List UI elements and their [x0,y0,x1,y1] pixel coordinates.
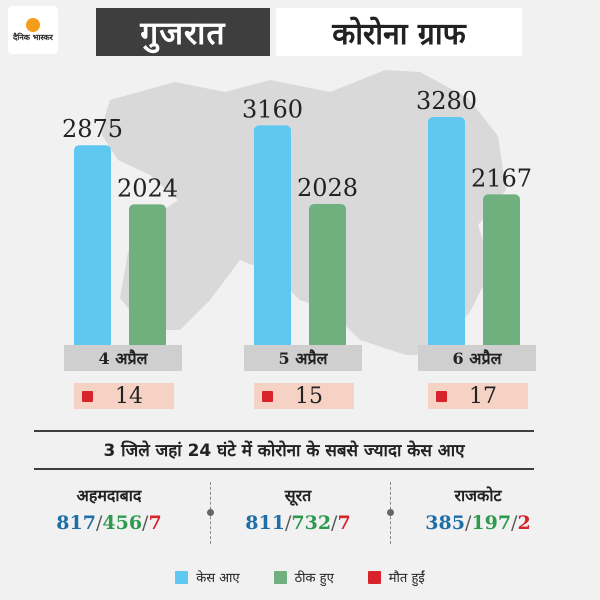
deaths-value: 15 [295,383,323,409]
divider-2 [387,482,394,544]
cases-bar-2 [254,125,291,349]
separator: / [284,512,292,534]
district-name: सूरत [284,486,312,505]
separator: / [331,512,338,534]
legend-cases: केस आए [175,568,240,586]
district-recovered: 456 [102,512,143,534]
deaths-value: 14 [115,383,143,409]
cases-bar-1 [74,145,111,349]
sun-icon [26,18,40,32]
legend-label: मौत हुईं [388,571,425,586]
recovered-bar-2 [309,204,346,349]
legend-label: ठीक हुए [294,571,334,586]
district-name: राजकोट [454,486,502,505]
date-label-1: 4 अप्रैल [64,345,182,371]
separator: / [511,512,518,534]
recovered-bar-1 [129,204,166,349]
district-rajkot: राजकोट 385/197/2 [383,484,573,534]
chart-legend: केस आए ठीक हुए मौत हुईं [0,566,600,588]
district-stats: 811/732/7 [203,512,393,534]
district-stats: 385/197/2 [383,512,573,534]
cases-value-label-1: 2875 [62,115,123,143]
districts-title: 3 जिले जहां 24 घंटे में कोरोना के सबसे ज… [103,440,465,461]
district-name: अहमदाबाद [76,486,142,505]
death-square-icon [82,390,93,402]
cases-value-label-2: 3160 [242,95,303,123]
district-stats: 817/456/7 [14,512,204,534]
district-surat: सूरत 811/732/7 [203,484,393,534]
district-cases: 811 [245,512,285,534]
date-text: 4 अप्रैल [98,349,148,368]
legend-label: केस आए [196,571,240,586]
section-rule-bottom [34,468,534,470]
dainik-bhaskar-logo: दैनिक भास्कर [8,6,58,54]
recovered-bar-3 [483,194,520,349]
deaths-value: 17 [469,383,497,409]
deaths-box-3: 17 [428,383,528,409]
cases-bar-3 [428,117,465,349]
deaths-box-2: 15 [254,383,354,409]
logo-text: दैनिक भास्कर [13,33,53,42]
date-text: 6 अप्रैल [452,349,502,368]
legend-recovered: ठीक हुए [273,568,334,586]
recovered-value-label-3: 2167 [471,164,532,192]
page-subtitle: कोरोना ग्राफ [276,8,522,56]
district-cases: 817 [56,512,96,534]
divider-dot [387,509,394,516]
legend-swatch-recovered [273,570,287,584]
recovered-value-label-2: 2028 [297,174,358,202]
district-cases: 385 [425,512,465,534]
death-square-icon [436,390,447,402]
district-recovered: 197 [471,512,512,534]
legend-deaths: मौत हुईं [367,568,425,586]
date-text: 5 अप्रैल [278,349,328,368]
separator: / [464,512,472,534]
district-deaths: 7 [337,512,351,534]
legend-swatch-cases [175,570,189,584]
divider-dot [207,509,214,516]
death-square-icon [262,390,273,402]
gujarat-map-icon [100,70,506,355]
district-ahmedabad: अहमदाबाद 817/456/7 [14,484,204,534]
divider-1 [207,482,214,544]
district-recovered: 732 [291,512,332,534]
recovered-value-label-1: 2024 [117,174,178,202]
district-deaths: 2 [517,512,531,534]
deaths-box-1: 14 [74,383,174,409]
separator: / [95,512,103,534]
legend-swatch-deaths [367,570,381,584]
district-deaths: 7 [148,512,162,534]
section-rule-top [34,430,534,432]
separator: / [142,512,149,534]
date-label-3: 6 अप्रैल [418,345,536,371]
cases-value-label-3: 3280 [416,87,477,115]
date-label-2: 5 अप्रैल [244,345,362,371]
page-title: गुजरात [96,8,270,56]
